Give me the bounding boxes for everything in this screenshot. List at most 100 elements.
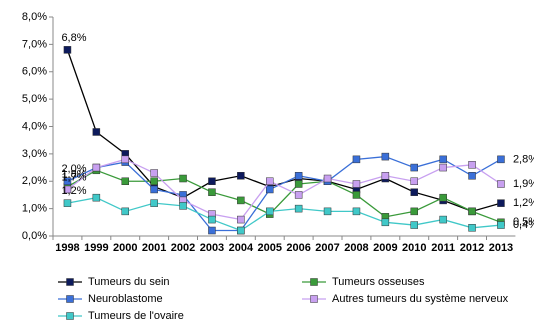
point — [294, 180, 303, 188]
point — [381, 172, 390, 180]
data-label: 1,2% — [513, 197, 534, 209]
point — [352, 207, 361, 216]
point — [323, 207, 332, 216]
point — [150, 169, 158, 177]
point — [294, 172, 303, 180]
legend-marker — [66, 312, 74, 320]
point — [92, 163, 101, 172]
point — [63, 199, 72, 207]
x-tick-label: 2001 — [142, 242, 166, 254]
point — [179, 174, 187, 183]
point — [410, 207, 418, 216]
series-line — [67, 155, 502, 232]
point — [468, 161, 476, 169]
y-tick-label: 8,0% — [22, 11, 47, 23]
point — [237, 215, 245, 224]
point — [352, 155, 361, 164]
legend-label: Tumeurs de l'ovaire — [88, 310, 184, 322]
point — [237, 196, 245, 205]
x-tick-label: 2000 — [113, 242, 137, 254]
point — [121, 155, 129, 164]
series-line — [66, 49, 502, 213]
point — [410, 163, 418, 172]
x-tick-label: 2013 — [489, 242, 513, 254]
point — [150, 177, 158, 185]
point — [92, 128, 101, 136]
point — [294, 191, 303, 199]
data-label: 0,5% — [513, 216, 534, 228]
y-tick-label: 6,0% — [22, 66, 47, 78]
x-tick-label: 2010 — [402, 242, 426, 254]
point — [410, 221, 418, 229]
data-label: 1,7% — [61, 171, 86, 183]
point — [179, 202, 187, 210]
y-tick-label: 7,0% — [22, 38, 47, 50]
series-line — [67, 196, 502, 232]
x-tick-label: 2006 — [286, 242, 310, 254]
x-tick-label: 2011 — [431, 242, 455, 254]
point — [92, 193, 101, 202]
point — [497, 180, 505, 188]
point — [266, 207, 274, 216]
point — [63, 46, 72, 54]
point — [381, 152, 390, 161]
data-label: 2,0% — [61, 163, 86, 175]
point — [208, 226, 216, 235]
legend-label: Tumeurs du sein — [88, 276, 170, 288]
point — [208, 215, 216, 224]
legend-label: Tumeurs osseuses — [332, 276, 425, 288]
legend-marker — [310, 295, 318, 303]
point — [208, 177, 216, 185]
point — [497, 221, 505, 229]
data-label: 6,8% — [61, 32, 86, 44]
point — [150, 199, 158, 207]
x-tick-label: 2008 — [344, 242, 368, 254]
y-tick-label: 3,0% — [22, 148, 47, 160]
point — [121, 207, 129, 216]
y-tick-label: 2,0% — [22, 175, 47, 187]
point — [410, 177, 418, 185]
point — [294, 204, 303, 213]
legend-label: Neuroblastome — [88, 293, 163, 305]
point — [410, 188, 418, 196]
point — [468, 172, 476, 180]
data-label: 0,4% — [513, 219, 534, 231]
point — [121, 177, 129, 185]
x-tick-label: 2002 — [171, 242, 195, 254]
legend-marker — [66, 278, 74, 286]
y-tick-label: 4,0% — [22, 120, 47, 132]
x-tick-label: 2004 — [229, 242, 254, 254]
x-tick-label: 1998 — [55, 242, 79, 254]
legend-marker — [310, 278, 318, 286]
x-tick-label: 2012 — [460, 242, 484, 254]
x-tick-label: 2009 — [373, 242, 397, 254]
point — [237, 172, 245, 180]
point — [266, 185, 274, 194]
point — [266, 177, 274, 185]
data-label: 1,2% — [61, 185, 86, 197]
data-label: 2,8% — [513, 153, 534, 165]
series-line — [67, 158, 502, 221]
point — [468, 207, 476, 216]
point — [208, 188, 216, 196]
point — [497, 155, 505, 164]
x-tick-label: 1999 — [84, 242, 108, 254]
point — [439, 155, 447, 164]
point — [468, 224, 476, 232]
point — [323, 174, 332, 183]
point — [439, 193, 447, 202]
series-line — [67, 169, 502, 223]
point — [352, 191, 361, 199]
point — [439, 215, 447, 224]
point — [352, 180, 361, 188]
x-tick-label: 2003 — [200, 242, 224, 254]
point — [497, 199, 505, 207]
y-tick-label: 5,0% — [22, 93, 47, 105]
x-tick-label: 2005 — [258, 242, 282, 254]
point — [150, 185, 158, 194]
point — [63, 185, 72, 194]
point — [237, 226, 245, 235]
x-tick-label: 2007 — [315, 242, 339, 254]
legend-marker — [66, 295, 74, 303]
